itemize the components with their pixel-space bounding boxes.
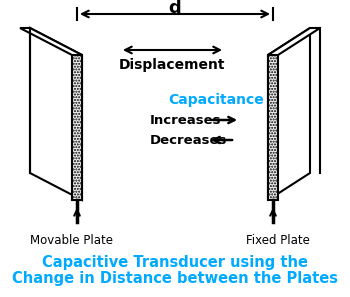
Text: Decreases: Decreases (150, 133, 228, 146)
Text: Displacement: Displacement (119, 58, 225, 72)
Polygon shape (268, 28, 320, 55)
Polygon shape (268, 28, 310, 200)
Text: d: d (169, 0, 181, 17)
Polygon shape (20, 28, 82, 55)
Text: Capacitance: Capacitance (168, 93, 264, 107)
Text: Change in Distance between the Plates: Change in Distance between the Plates (12, 271, 338, 285)
Text: Movable Plate: Movable Plate (30, 233, 113, 247)
Polygon shape (72, 55, 82, 200)
Text: Increases: Increases (150, 113, 222, 127)
Polygon shape (268, 55, 278, 200)
Polygon shape (30, 28, 82, 200)
Text: Capacitive Transducer using the: Capacitive Transducer using the (42, 255, 308, 269)
Text: Fixed Plate: Fixed Plate (246, 233, 310, 247)
